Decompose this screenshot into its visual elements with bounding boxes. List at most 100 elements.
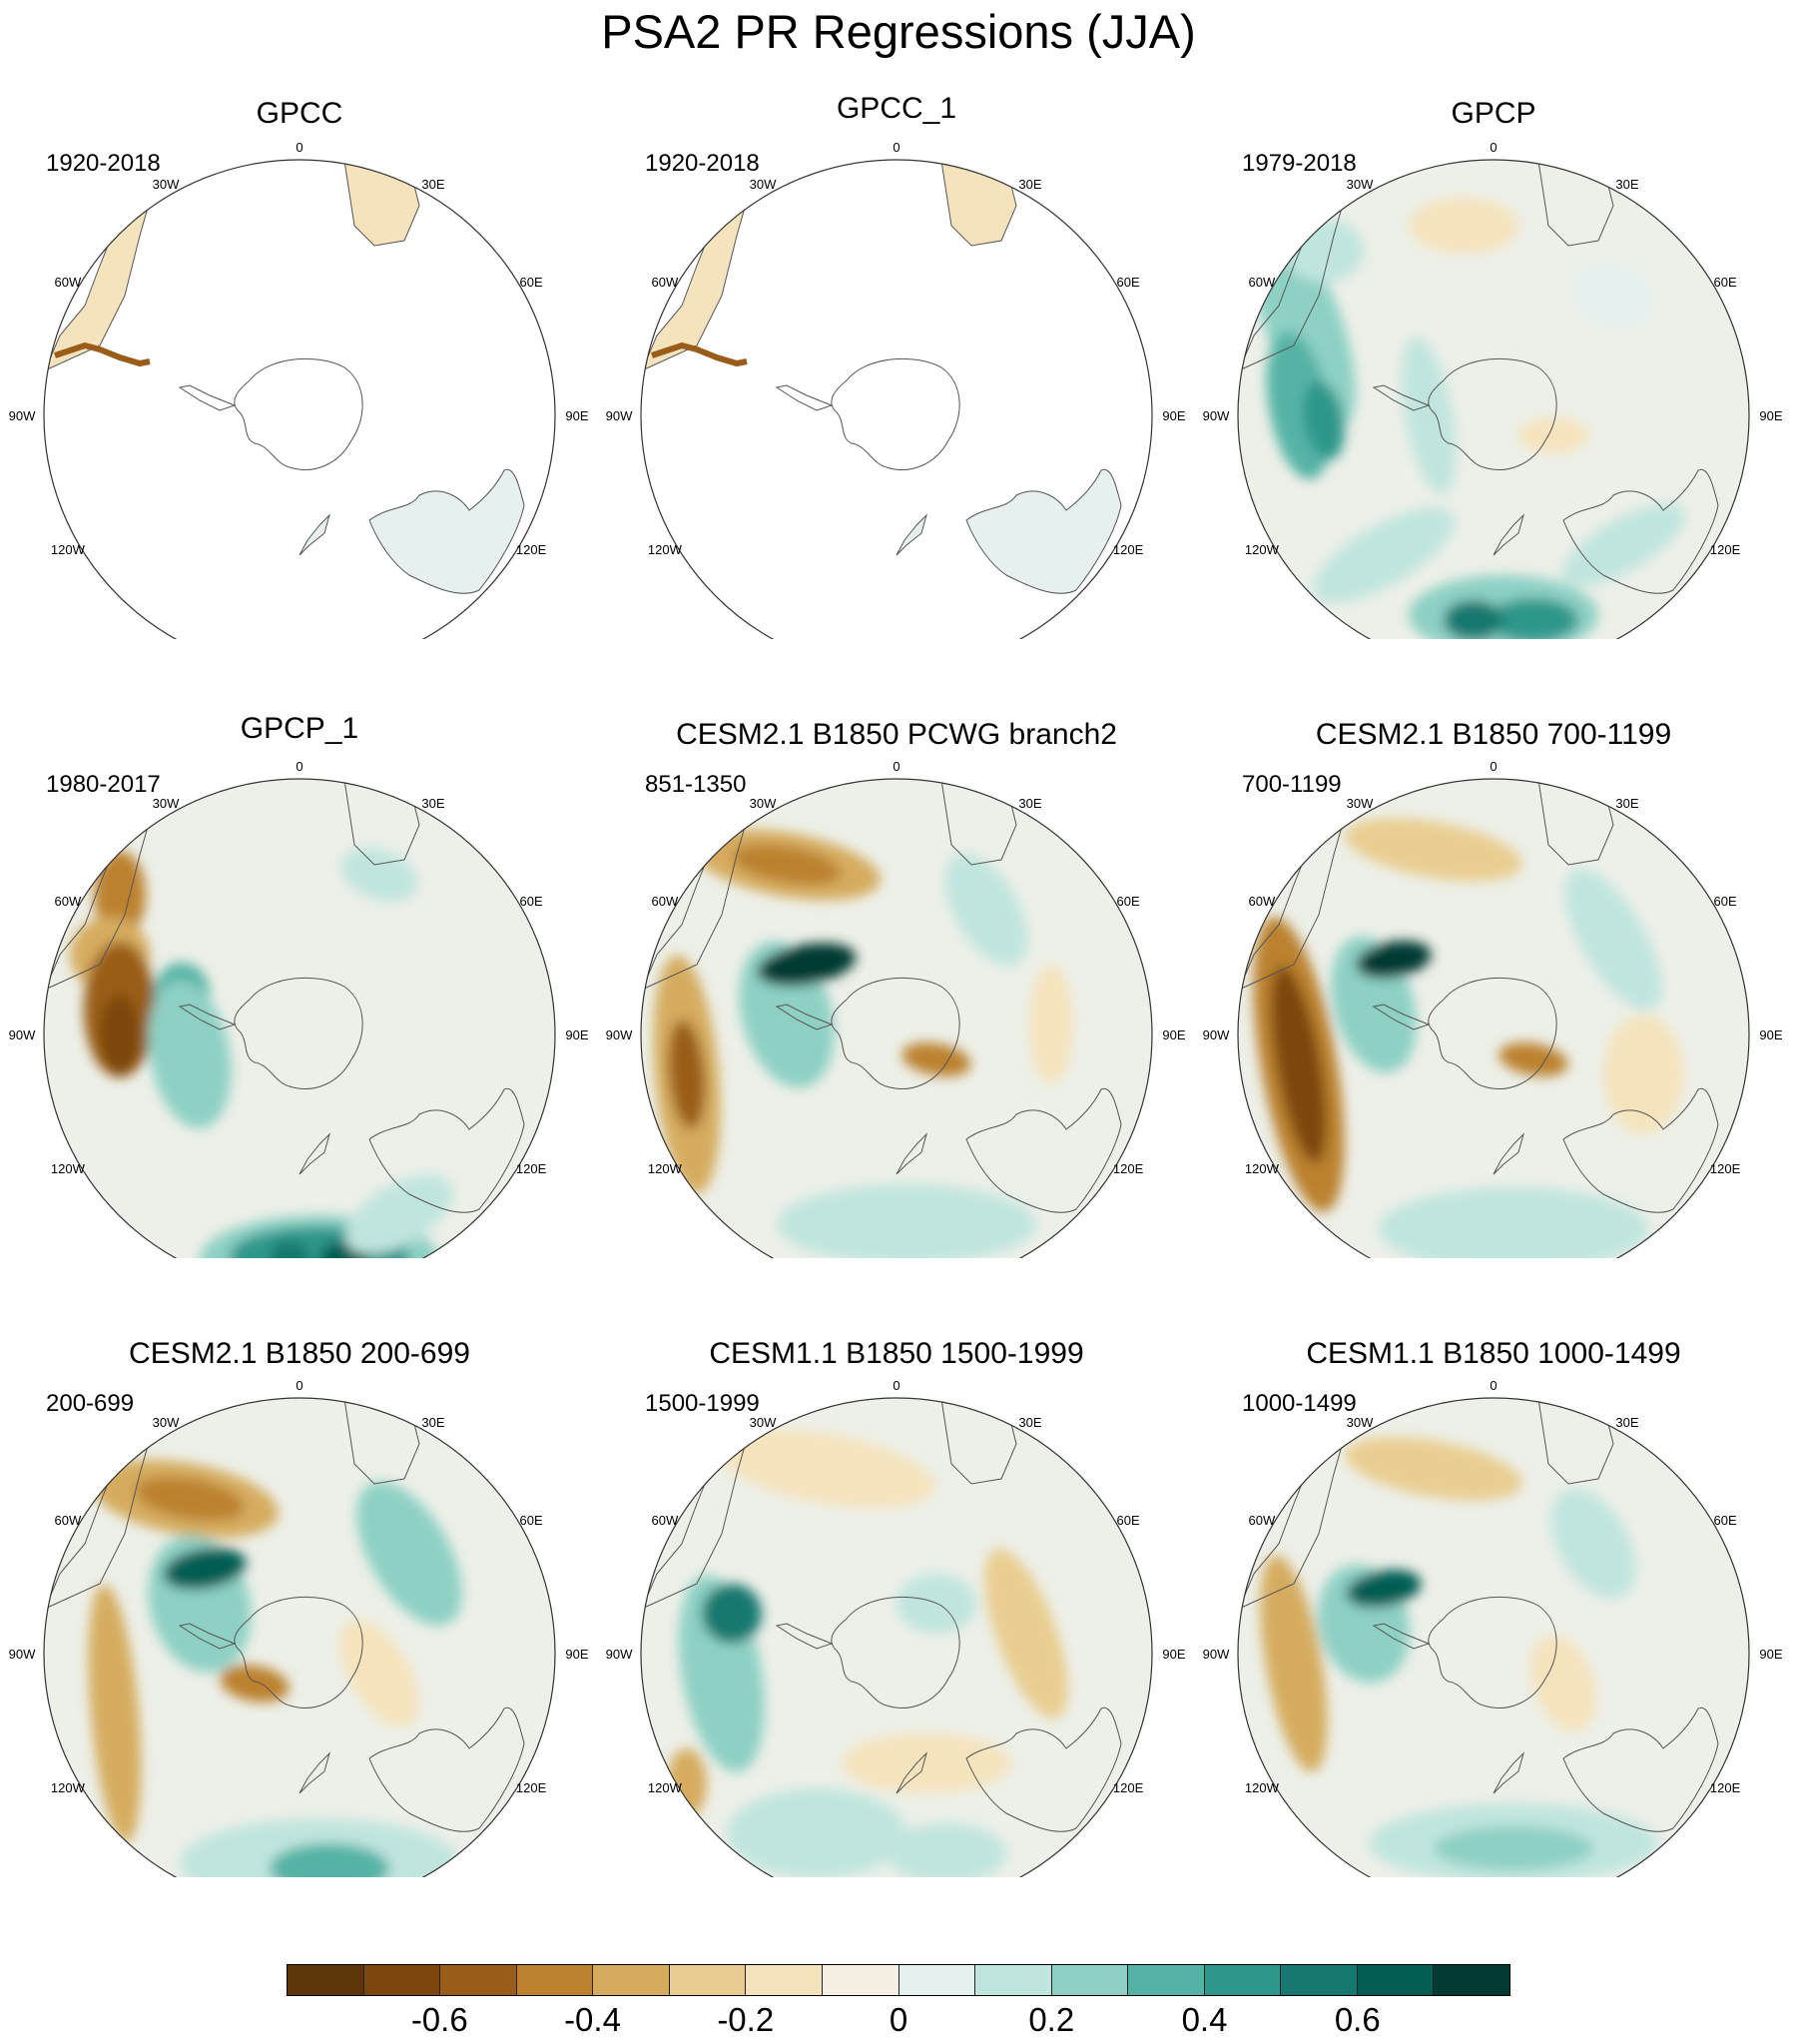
longitude-label: 0 [1490, 140, 1497, 155]
colorbar-box [1051, 1965, 1129, 1995]
panel-title: GPCP_1 [240, 712, 359, 745]
precip-anomaly [1346, 1570, 1422, 1608]
map-boundary [1237, 1397, 1750, 1877]
map-boundary [640, 778, 1153, 1258]
precip-anomaly [339, 1619, 419, 1728]
polar-map: 030E60E90E120E150E180150W120W90W60W30W [9, 140, 589, 639]
polar-map: 030E60E90E120E150E180150W120W90W60W30W [1203, 1378, 1783, 1877]
panel-title: GPCC_1 [836, 92, 957, 125]
colorbar [287, 1964, 1510, 1996]
coastlines [44, 779, 525, 1213]
longitude-label: 0 [893, 759, 899, 774]
colorbar-tick-label: 0.6 [1334, 2001, 1381, 2038]
precip-anomaly [163, 1547, 247, 1591]
colorbar-box [288, 1965, 364, 1995]
longitude-label: 0 [893, 1378, 899, 1393]
precip-anomaly [1564, 868, 1662, 1012]
colorbar-box [822, 1965, 899, 1995]
map-boundary [43, 1397, 556, 1877]
map-boundary [1237, 159, 1750, 639]
longitude-label: 90W [1203, 1027, 1230, 1042]
polar-map: 030E60E90E120E150E180150W120W90W60W30W [1203, 140, 1783, 639]
colorbar-box [1204, 1965, 1282, 1995]
longitude-label: 30E [1018, 1415, 1041, 1430]
longitude-label: 120W [1245, 1161, 1280, 1176]
longitude-label: 90E [1759, 1647, 1782, 1662]
precip-anomaly [148, 980, 232, 1129]
precip-anomaly [757, 943, 857, 987]
precip-anomaly [1345, 1437, 1522, 1501]
colorbar-box [746, 1965, 823, 1995]
precip-anomaly [944, 853, 1028, 967]
longitude-label: 60E [1714, 1513, 1737, 1528]
longitude-label: 30W [750, 177, 777, 192]
panel-period: 1920-2018 [46, 150, 161, 177]
longitude-label: 60W [652, 275, 679, 290]
precip-anomaly [887, 1823, 1006, 1877]
panel-title: CESM1.1 B1850 1000-1499 [1306, 1337, 1681, 1370]
precip-anomaly [88, 1584, 142, 1843]
colorbar-box [1281, 1965, 1358, 1995]
longitude-label: 60W [652, 1513, 679, 1528]
map-boundary [43, 778, 556, 1258]
precip-anomaly [1444, 600, 1503, 639]
colorbar-box [440, 1965, 517, 1995]
panel-period: 200-699 [46, 1390, 135, 1417]
longitude-label: 90W [1203, 408, 1230, 423]
longitude-label: 90W [1203, 1647, 1230, 1662]
precip-anomaly [1313, 507, 1455, 603]
polar-map: 030E60E90E120E150E180150W120W90W60W30W [606, 1378, 1186, 1877]
colorbar-tick-label: 0.4 [1181, 2001, 1228, 2038]
precip-anomaly [344, 1174, 454, 1254]
colorbar-tick-label: -0.2 [717, 2001, 775, 2038]
longitude-label: 0 [296, 759, 302, 774]
polar-map: 030E60E90E120E150E180150W120W90W60W30W [9, 1378, 589, 1877]
coastlines [641, 779, 1122, 1213]
longitude-label: 30E [1018, 796, 1041, 811]
longitude-label: 120W [51, 1780, 86, 1795]
map-boundary [1237, 778, 1750, 1258]
precip-anomaly [1489, 598, 1578, 639]
longitude-label: 0 [296, 1378, 302, 1393]
precip-anomaly [668, 1020, 706, 1129]
longitude-label: 60E [1117, 1513, 1140, 1528]
panel-period: 1920-2018 [645, 150, 760, 177]
longitude-label: 60E [520, 275, 543, 290]
precip-anomaly [1518, 417, 1588, 453]
longitude-label: 60W [1249, 894, 1276, 909]
longitude-label: 120W [51, 1161, 86, 1176]
longitude-label: 90E [565, 1027, 588, 1042]
map-panel-6: CESM2.1 B1850 700-1199 700-1199 0 30E 60E 9… [1194, 619, 1793, 1258]
longitude-label: 90E [1759, 1027, 1782, 1042]
precip-anomaly [1530, 1635, 1596, 1732]
longitude-label: 30W [1347, 177, 1374, 192]
longitude-label: 0 [1490, 759, 1497, 774]
colorbar-box [1434, 1965, 1509, 1995]
longitude-label: 120E [1710, 1780, 1741, 1795]
precip-anomaly [1379, 1187, 1648, 1258]
longitude-label: 120E [516, 1780, 547, 1795]
colorbar-tick-label: 0 [889, 2001, 908, 2038]
longitude-label: 120W [1245, 1780, 1280, 1795]
map-panel-5: CESM2.1 B1850 PCWG branch2 851-1350 0 30E… [597, 619, 1196, 1258]
longitude-label: 30W [153, 1415, 180, 1430]
map-boundary [640, 1397, 1153, 1877]
longitude-label: 30W [153, 796, 180, 811]
longitude-label: 30E [421, 1415, 444, 1430]
precip-anomaly [1029, 965, 1073, 1084]
panel-period: 700-1199 [1242, 771, 1342, 798]
longitude-label: 120W [648, 1161, 683, 1176]
longitude-label: 90E [1162, 408, 1185, 423]
longitude-label: 120E [516, 1161, 547, 1176]
longitude-label: 90W [606, 408, 633, 423]
map-panel-2: GPCC_1 1920-2018 030E60E90E120E150E18015… [597, 0, 1196, 639]
colorbar-tick-label: -0.4 [564, 2001, 621, 2038]
longitude-label: 30E [421, 177, 444, 192]
panel-title: CESM2.1 B1850 PCWG branch2 [676, 718, 1117, 751]
colorbar-box [363, 1965, 441, 1995]
panel-title: CESM2.1 B1850 200-699 [129, 1337, 470, 1370]
map-panel-3: GPCP 1979-2018 030E60E90E120E150E180150W… [1194, 0, 1793, 639]
longitude-label: 120W [648, 542, 683, 557]
precip-anomaly [732, 844, 842, 886]
colorbar-box [1128, 1965, 1205, 1995]
